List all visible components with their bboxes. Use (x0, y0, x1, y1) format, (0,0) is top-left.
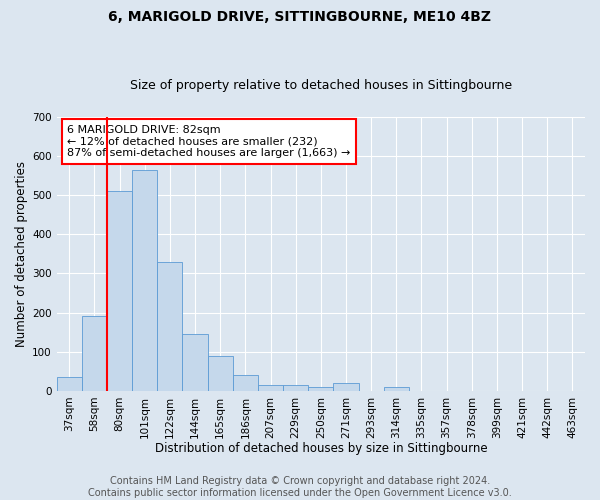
Bar (82, 316, 107, 391)
Bar (56, 377, 82, 391)
X-axis label: Distribution of detached houses by size in Sittingbourne: Distribution of detached houses by size … (155, 442, 487, 455)
Bar (182, 334, 208, 391)
Text: 6, MARIGOLD DRIVE, SITTINGBOURNE, ME10 4BZ: 6, MARIGOLD DRIVE, SITTINGBOURNE, ME10 4… (109, 10, 491, 24)
Text: Contains HM Land Registry data © Crown copyright and database right 2024.
Contai: Contains HM Land Registry data © Crown c… (88, 476, 512, 498)
Bar (334, 383, 359, 391)
Bar (283, 385, 308, 391)
Bar (132, 170, 157, 391)
Bar (157, 262, 182, 391)
Bar (107, 191, 132, 391)
Bar (308, 387, 334, 391)
Title: Size of property relative to detached houses in Sittingbourne: Size of property relative to detached ho… (130, 79, 512, 92)
Bar (384, 387, 409, 391)
Y-axis label: Number of detached properties: Number of detached properties (15, 161, 28, 347)
Text: 6 MARIGOLD DRIVE: 82sqm
← 12% of detached houses are smaller (232)
87% of semi-d: 6 MARIGOLD DRIVE: 82sqm ← 12% of detache… (67, 125, 350, 158)
Bar (208, 356, 233, 391)
Bar (258, 385, 283, 391)
Bar (233, 375, 258, 391)
